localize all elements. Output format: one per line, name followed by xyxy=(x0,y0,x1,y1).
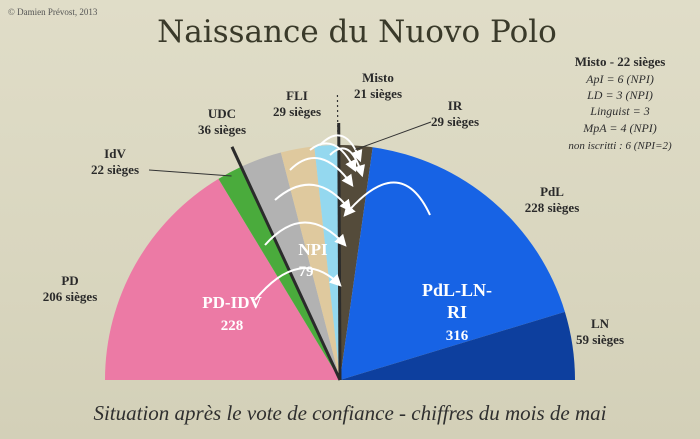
copyright-text: © Damien Prévost, 2013 xyxy=(8,7,98,17)
transfer-arrow xyxy=(264,221,347,247)
slice-ln xyxy=(340,311,575,380)
misto-line: Linguist = 3 xyxy=(589,104,649,118)
bloc-name-pdl-ln-ri: PdL-LN- xyxy=(422,280,492,300)
slice-fli xyxy=(280,146,340,380)
slice-pdl xyxy=(340,147,565,380)
misto-line: LD = 3 (NPI) xyxy=(586,88,653,102)
bloc-value-pd-idv: 228 xyxy=(221,318,244,334)
misto-line: ApI = 6 (NPI) xyxy=(585,72,654,86)
leader-ir xyxy=(355,121,432,150)
slice-idv xyxy=(218,166,340,380)
slice-label-udc: UDC xyxy=(208,106,236,121)
transfer-arrow xyxy=(329,147,365,178)
bloc-name-pdl-ln-ri-2: RI xyxy=(447,302,467,322)
slice-label-pd: PD xyxy=(61,273,78,288)
transfer-arrow xyxy=(343,181,431,217)
misto-line: MpA = 4 (NPI) xyxy=(582,121,657,135)
slice-value-ir: 29 sièges xyxy=(431,114,479,129)
transfer-arrow xyxy=(319,134,363,163)
misto-detail-box: Misto - 22 sièges ApI = 6 (NPI) LD = 3 (… xyxy=(568,54,672,152)
leader-idv xyxy=(148,169,232,177)
slice-label-idv: IdV xyxy=(104,146,126,161)
divider-right xyxy=(337,122,342,381)
slice-misto xyxy=(314,145,340,380)
slice-value-idv: 22 sièges xyxy=(91,162,139,177)
slice-value-fli: 29 sièges xyxy=(273,104,321,119)
slice-value-pd: 206 sièges xyxy=(43,289,98,304)
transfer-arrow xyxy=(309,142,357,173)
bloc-name-npi: NPI xyxy=(298,240,328,259)
slice-label-ln: LN xyxy=(591,316,610,331)
slice-label-ir: IR xyxy=(448,98,463,113)
slices-group xyxy=(105,144,575,380)
misto-line: non iscritti : 6 (NPI=2) xyxy=(568,140,672,152)
slice-label-misto: Misto xyxy=(362,70,394,85)
slice-value-misto: 21 sièges xyxy=(354,86,402,101)
bloc-value-npi: 79 xyxy=(299,264,314,280)
slice-value-ln: 59 sièges xyxy=(576,332,624,347)
slice-value-udc: 36 sièges xyxy=(198,122,246,137)
divider-left xyxy=(230,146,342,381)
bloc-name-pd-idv: PD-IDV xyxy=(202,293,262,312)
chart-subtitle: Situation après le vote de confiance - c… xyxy=(93,401,606,425)
bloc-dividers xyxy=(230,95,342,381)
bloc-labels: PD-IDV 228 NPI 79 PdL-LN-RI 316 xyxy=(202,240,492,344)
slice-pd xyxy=(105,178,340,380)
transfer-arrow xyxy=(289,157,354,187)
transfer-arrows xyxy=(254,134,431,301)
chart-title: Naissance du Nuovo Polo xyxy=(157,14,557,50)
bloc-value-pdl-ln-ri: 316 xyxy=(446,328,469,344)
slice-label-fli: FLI xyxy=(286,88,308,103)
slice-label-pdl: PdL xyxy=(540,184,564,199)
transfer-arrow xyxy=(254,267,342,301)
misto-box-title: Misto - 22 sièges xyxy=(575,54,666,69)
slice-value-pdl: 228 sièges xyxy=(525,200,580,215)
transfer-arrow xyxy=(274,183,352,212)
